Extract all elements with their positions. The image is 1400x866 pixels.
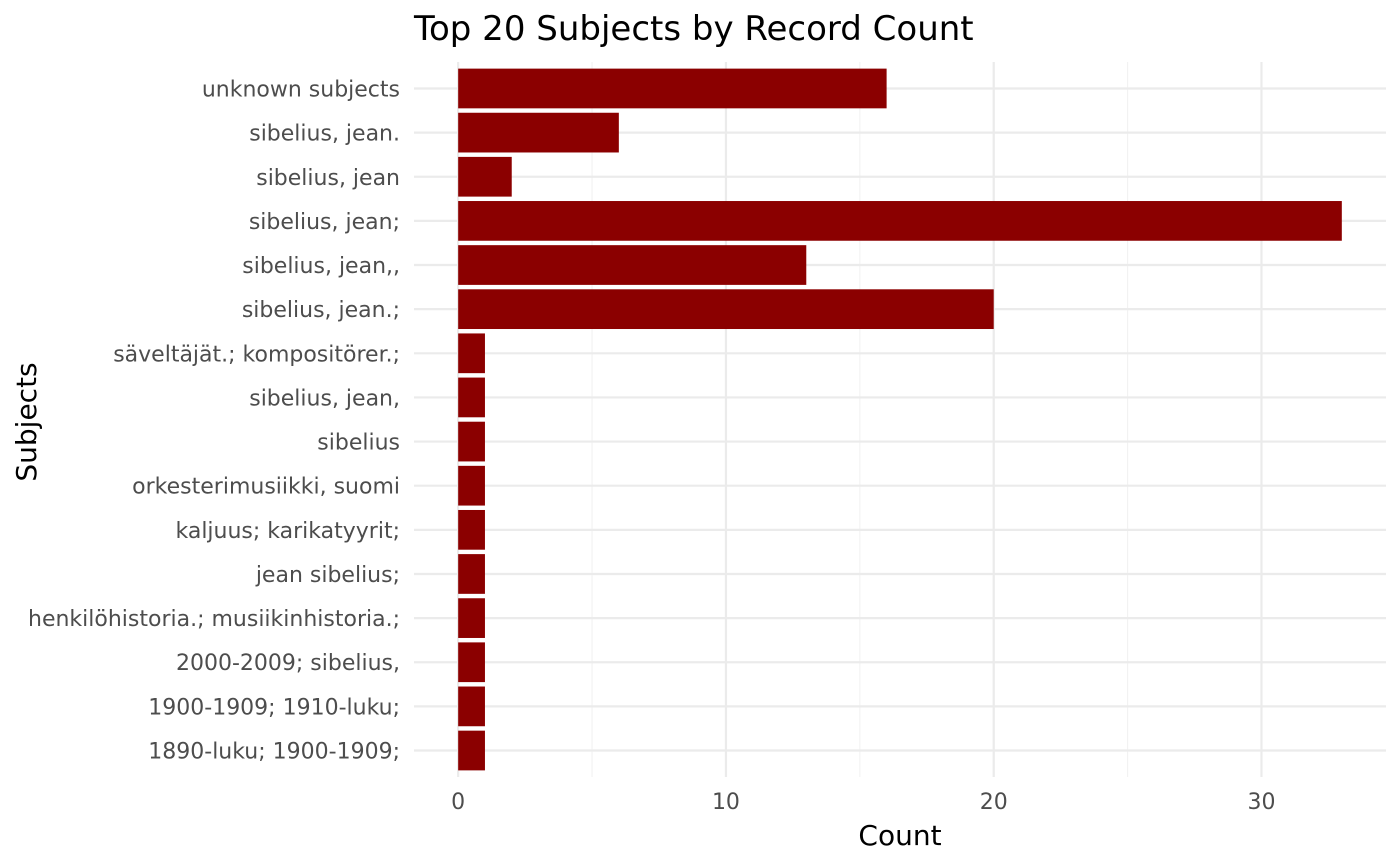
bar: [458, 245, 807, 285]
bars: [458, 68, 1342, 771]
y-tick-label: sibelius, jean.;: [242, 298, 400, 323]
y-tick-label: sibelius: [317, 431, 400, 456]
x-tick-label: 20: [980, 790, 1008, 815]
bar: [458, 421, 485, 462]
y-axis-title: Subjects: [10, 362, 43, 481]
bar: [458, 333, 485, 374]
bar: [458, 465, 485, 506]
y-tick-label: jean sibelius;: [255, 563, 400, 588]
y-tick-label: sibelius, jean;: [249, 210, 400, 235]
y-tick-label: sibelius, jean.: [249, 122, 400, 147]
bar: [458, 68, 887, 109]
y-tick-label: 1890-luku; 1900-1909;: [148, 740, 400, 765]
x-tick-label: 10: [712, 790, 740, 815]
bar: [458, 201, 1342, 241]
bar: [458, 554, 485, 594]
bar: [458, 730, 485, 771]
y-tick-label: henkilöhistoria.; musiikinhistoria.;: [28, 607, 400, 632]
y-tick-label: sibelius, jean: [256, 166, 400, 191]
chart-title: Top 20 Subjects by Record Count: [413, 9, 974, 49]
bar: [458, 289, 994, 330]
bar: [458, 642, 485, 683]
y-tick-label: kaljuus; karikatyyrit;: [175, 519, 400, 544]
bar: [458, 377, 485, 418]
bar: [458, 686, 485, 727]
bar: [458, 598, 485, 638]
bar: [458, 156, 512, 197]
y-tick-label: orkesterimusiikki, suomi: [132, 475, 400, 500]
x-tick-label: 0: [451, 790, 465, 815]
x-tick-label: 30: [1247, 790, 1275, 815]
bar: [458, 112, 619, 153]
bar: [458, 509, 485, 550]
y-tick-label: unknown subjects: [202, 77, 400, 102]
y-tick-label: 1900-1909; 1910-luku;: [148, 695, 400, 720]
y-tick-label: sibelius, jean,,: [242, 254, 400, 279]
x-tick-labels: 0 10 20 30: [451, 790, 1275, 815]
y-tick-label: 2000-2009; sibelius,: [176, 651, 400, 676]
y-tick-label: sibelius, jean,: [249, 386, 400, 411]
y-tick-label: säveltäjät.; kompositörer.;: [113, 342, 400, 367]
y-tick-labels: unknown subjects sibelius, jean. sibelius,…: [28, 77, 400, 764]
x-axis-title: Count: [858, 819, 941, 852]
grid-lines: [414, 62, 1386, 777]
